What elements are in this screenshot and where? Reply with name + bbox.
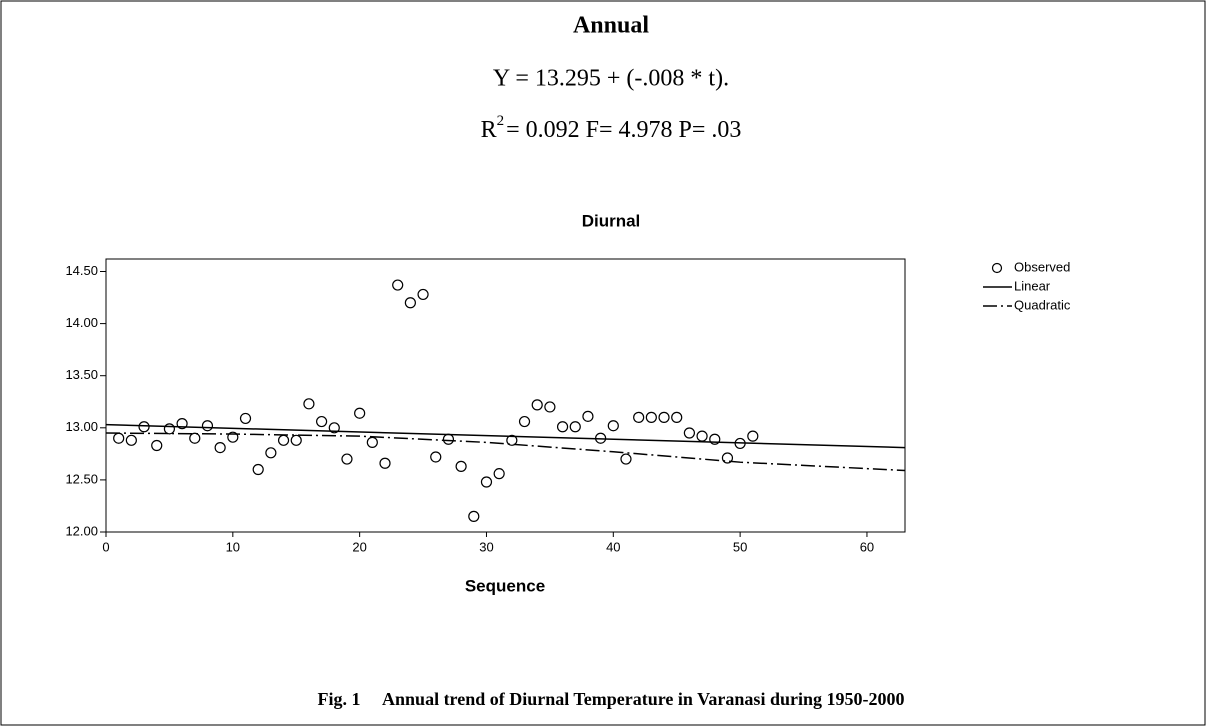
observed-point [163,423,176,435]
x-tick-label: 40 [606,539,620,554]
observed-point [303,398,315,410]
observed-point [366,436,378,448]
observed-point [214,441,226,454]
observed-point [709,433,721,445]
x-tick-label: 10 [226,539,240,554]
chart-title: Diurnal [582,211,641,230]
legend-symbol [991,262,1003,274]
r-exponent: 2 [497,113,505,129]
caption: Fig. 1 Annual trend of Diurnal Temperatu… [318,689,905,709]
observed-point [151,439,163,452]
observed-point [392,279,404,291]
x-axis-label: Sequence [465,576,545,595]
observed-point [633,411,645,423]
observed-point [290,434,302,446]
observed-point [531,399,543,411]
observed-point [113,432,125,444]
observed-point [468,510,480,522]
observed-point [201,420,214,432]
observed-point [239,412,252,425]
x-tick-label: 0 [102,539,109,554]
observed-point [404,297,416,309]
observed-point [645,411,657,423]
observed-point [227,431,239,443]
y-tick-label: 14.50 [65,263,98,278]
fit-line [105,423,906,449]
observed-point [252,463,264,476]
observed-point [721,452,734,464]
observed-point [569,421,581,433]
observed-point [607,420,619,432]
observed-point [518,415,531,428]
observed-point [455,460,467,472]
fit-line [105,432,906,472]
observed-point [341,453,353,465]
y-tick-label: 14.00 [65,315,98,330]
observed-point [582,410,594,422]
observed-point [620,453,632,465]
observed-point [506,434,518,446]
observed-point [354,407,366,419]
y-tick-label: 13.00 [65,419,98,434]
legend-label: Observed [1014,259,1070,274]
r-symbol: R [481,117,497,143]
legend-label: Quadratic [1014,297,1071,312]
x-tick-label: 60 [860,539,874,554]
plot-area [105,258,906,533]
observed-point [125,434,137,446]
y-tick-label: 12.00 [65,523,98,538]
observed-point [493,468,505,480]
y-tick-label: 13.50 [65,367,98,382]
equation: Y = 13.295 + (-.008 * t). [493,66,729,92]
observed-point [544,401,556,413]
y-tick-label: 12.50 [65,471,98,486]
observed-point [277,434,290,446]
observed-point [442,433,455,445]
observed-point [671,411,683,423]
legend-label: Linear [1014,278,1051,293]
observed-point [379,457,391,469]
observed-point [480,476,493,488]
observed-point [138,421,150,433]
observed-point [316,415,328,428]
observed-point [747,430,759,442]
observed-point [417,288,429,301]
observed-point [328,422,340,434]
title: Annual [573,13,649,39]
observed-point [265,447,277,459]
observed-point [696,430,708,442]
x-tick-label: 50 [733,539,747,554]
observed-point [683,427,695,439]
observed-point [658,411,670,423]
x-tick-label: 20 [352,539,366,554]
x-tick-label: 30 [479,539,493,554]
observed-point [430,451,442,463]
stats-text: = 0.092 F= 4.978 P= .03 [506,117,741,143]
observed-point [176,418,188,430]
observed-point [189,432,201,444]
observed-point [556,421,569,433]
stats: R2= 0.092 F= 4.978 P= .03 [481,113,742,142]
